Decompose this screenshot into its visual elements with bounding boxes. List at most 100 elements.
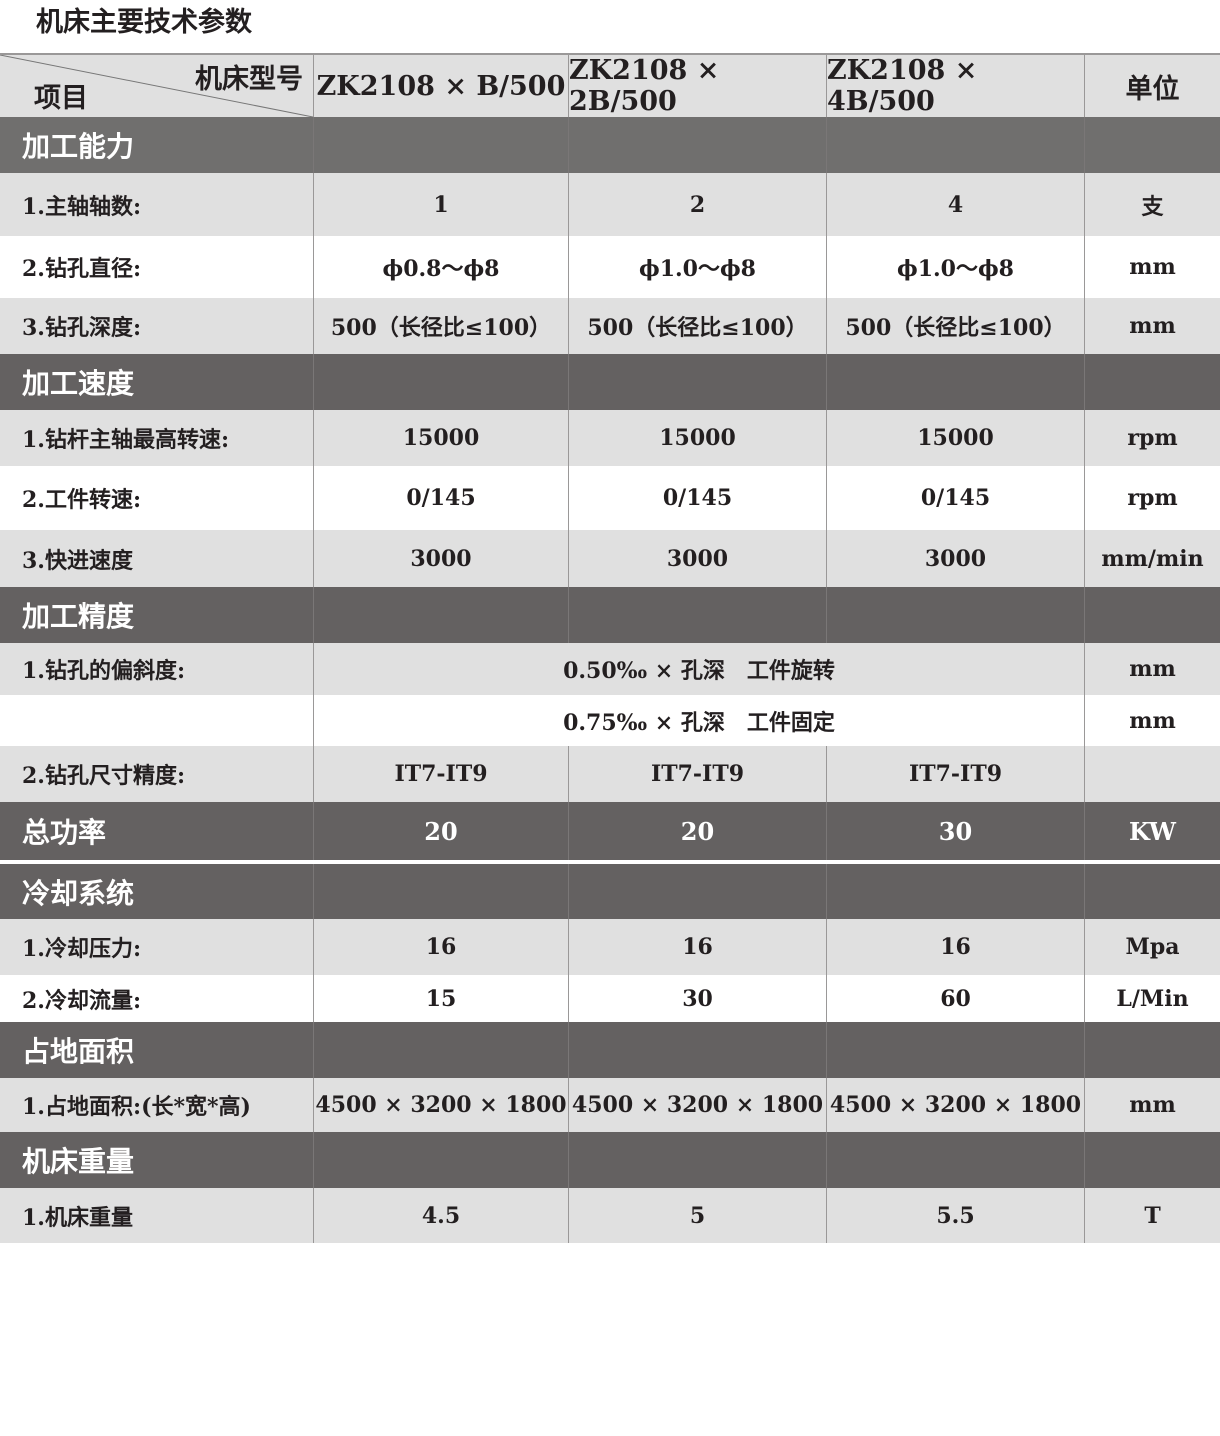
section-title: 加工速度 [22,367,135,400]
row-label: 2.钻孔直径: [22,256,142,282]
value-cell [313,117,568,173]
model-header: ZK2108 × 2B/500 [568,55,826,117]
section-row: 占地面积 [0,1022,1220,1078]
unit-cell: mm [1084,643,1220,695]
value-cell: 3000 [826,530,1084,587]
value-cell [826,354,1084,410]
value-cell [568,587,826,643]
value-cell [826,1132,1084,1188]
unit-cell [1084,864,1220,919]
table-row: 1.机床重量 4.5 5 5.5 T [0,1188,1220,1243]
diagonal-divider [0,55,313,117]
row-label: 2.工件转速: [22,487,142,513]
section-row: 总功率 20 20 30 KW [0,802,1220,860]
section-title: 总功率 [22,816,107,849]
unit-cell [1084,1022,1220,1078]
value-cell: 15000 [826,410,1084,466]
value-cell [313,864,568,919]
unit-cell [1084,117,1220,173]
value-cell: 4500 × 3200 × 1800 [568,1078,826,1132]
value-cell: ϕ1.0～ϕ8 [826,236,1084,298]
table-row: 1.冷却压力: 16 16 16 Mpa [0,919,1220,975]
value-cell: 16 [568,919,826,975]
unit-cell: KW [1084,802,1220,860]
table-header: 机床型号 项目 ZK2108 × B/500 ZK2108 × 2B/500 Z… [0,53,1220,117]
value-cell: 3000 [313,530,568,587]
value-cell: 3000 [568,530,826,587]
unit-cell: mm [1084,695,1220,746]
value-cell [568,1132,826,1188]
merged-value: 0.50‰ × 孔深 工件旋转 [313,643,1084,695]
table-row: 3.钻孔深度: 500（长径比≤100） 500（长径比≤100） 500（长径比≤1… [0,298,1220,354]
unit-cell [1084,1132,1220,1188]
model-header: ZK2108 × 4B/500 [826,55,1084,117]
row-label: 2.钻孔尺寸精度: [22,763,186,789]
row-label: 1.冷却压力: [22,936,142,962]
value-cell: 0/145 [313,466,568,530]
value-cell: 500（长径比≤100） [826,298,1084,354]
value-cell [313,587,568,643]
section-title: 机床重量 [22,1145,135,1178]
row-label: 1.钻孔的偏斜度: [22,658,186,684]
table-row: 2.冷却流量: 15 30 60 L/Min [0,975,1220,1022]
table-row: 2.工件转速: 0/145 0/145 0/145 rpm [0,466,1220,530]
section-row: 冷却系统 [0,864,1220,919]
table-row: 1.主轴轴数: 1 2 4 支 [0,173,1220,236]
value-cell: 60 [826,975,1084,1022]
value-cell: 4 [826,173,1084,236]
unit-cell [1084,587,1220,643]
table-row: 1.钻杆主轴最高转速: 15000 15000 15000 rpm [0,410,1220,466]
unit-cell [1084,354,1220,410]
value-cell [568,117,826,173]
value-cell: 15000 [568,410,826,466]
value-cell [826,1022,1084,1078]
section-title: 加工精度 [22,600,135,633]
value-cell: 4500 × 3200 × 1800 [313,1078,568,1132]
value-cell: 20 [568,802,826,860]
row-label: 2.冷却流量: [22,987,142,1014]
value-cell: IT7-IT9 [568,746,826,802]
value-cell [313,1022,568,1078]
corner-header-cell: 机床型号 项目 [0,55,313,117]
table-row: 1.钻孔的偏斜度: 0.50‰ × 孔深 工件旋转 mm [0,643,1220,695]
corner-model-label: 机床型号 [195,64,303,95]
value-cell [826,117,1084,173]
value-cell: ϕ0.8～ϕ8 [313,236,568,298]
value-cell: 16 [826,919,1084,975]
section-title: 加工能力 [22,130,135,163]
unit-cell: Mpa [1084,919,1220,975]
value-cell: 15 [313,975,568,1022]
value-cell: 4500 × 3200 × 1800 [826,1078,1084,1132]
value-cell: 30 [568,975,826,1022]
unit-cell: rpm [1084,466,1220,530]
value-cell: 0/145 [568,466,826,530]
section-row: 加工能力 [0,117,1220,173]
value-cell [313,1132,568,1188]
row-label: 1.机床重量 [22,1204,133,1231]
value-cell: 16 [313,919,568,975]
value-cell: 2 [568,173,826,236]
table-row: 3.快进速度 3000 3000 3000 mm/min [0,530,1220,587]
unit-cell: L/Min [1084,975,1220,1022]
value-cell: 500（长径比≤100） [568,298,826,354]
value-cell [313,354,568,410]
row-label: 1.主轴轴数: [22,193,142,220]
value-cell: 5.5 [826,1188,1084,1243]
row-label: 3.钻孔深度: [22,315,142,341]
row-label: 3.快进速度 [22,547,133,574]
value-cell: IT7-IT9 [313,746,568,802]
value-cell: ϕ1.0～ϕ8 [568,236,826,298]
section-row: 加工速度 [0,354,1220,410]
section-title: 冷却系统 [22,876,135,910]
page-title: 机床主要技术参数 [36,7,252,38]
value-cell [568,864,826,919]
unit-cell [1084,746,1220,802]
unit-cell: mm [1084,298,1220,354]
value-cell: 500（长径比≤100） [313,298,568,354]
table-row: 2.钻孔直径: ϕ0.8～ϕ8 ϕ1.0～ϕ8 ϕ1.0～ϕ8 mm [0,236,1220,298]
value-cell [826,864,1084,919]
section-title: 占地面积 [22,1035,135,1068]
value-cell: 20 [313,802,568,860]
table-row: 0.75‰ × 孔深 工件固定 mm [0,695,1220,746]
unit-cell: rpm [1084,410,1220,466]
